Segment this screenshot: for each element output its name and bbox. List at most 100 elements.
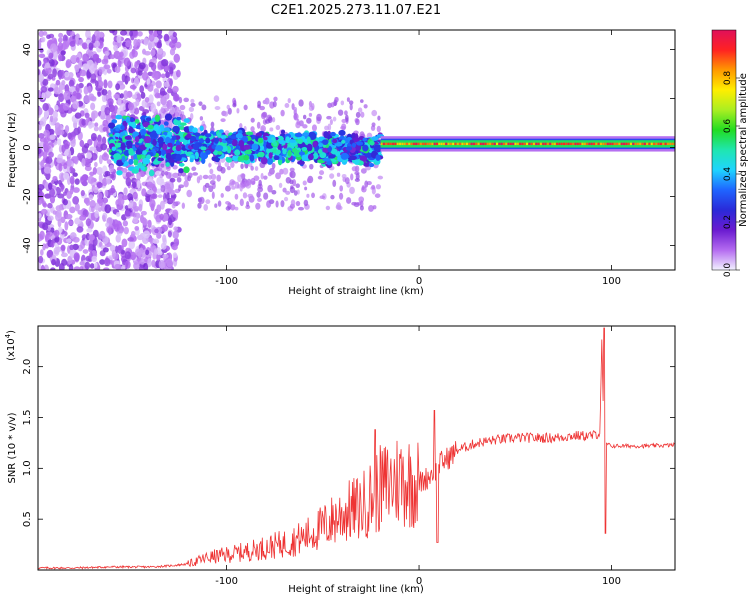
- spectrogram-cell: [164, 148, 171, 155]
- svg-text:(x104): (x104): [4, 330, 17, 361]
- spectrogram-cell: [295, 121, 301, 129]
- spectrogram-cell: [156, 34, 163, 40]
- spectrogram-cell: [42, 202, 48, 208]
- spectrogram-cell: [81, 42, 88, 49]
- spectrogram-cell: [83, 95, 91, 104]
- spectrogram-line-cell: [576, 142, 579, 146]
- spectrogram-cell: [107, 80, 113, 89]
- spectrogram-cell: [39, 47, 44, 53]
- spectrogram-cell: [167, 230, 172, 238]
- spectrogram-cell: [131, 181, 137, 189]
- spectrogram-cell: [134, 226, 140, 231]
- x-tick-label: -100: [215, 276, 238, 287]
- colorbar: 0.0 0.2 0.4 0.6 0.8 Normalized spectral ampl…: [711, 29, 749, 277]
- spectrogram-cell: [250, 117, 255, 123]
- spectrogram-cell: [123, 57, 131, 67]
- spectrogram-line-cell: [516, 142, 519, 146]
- spectrogram-cell: [55, 205, 63, 212]
- spectrogram-cell: [258, 179, 262, 187]
- spectrogram-cell: [239, 198, 244, 207]
- spectrogram-line-cell: [456, 142, 459, 146]
- spectrogram-line-cell: [569, 142, 572, 146]
- spectrogram-cell: [289, 179, 294, 185]
- spectrogram-cell: [90, 102, 96, 111]
- spectrogram-cell: [66, 190, 72, 199]
- spectrogram-cell: [208, 174, 212, 180]
- spectrogram-cell: [172, 209, 179, 218]
- spectrogram-cell: [190, 98, 195, 104]
- spectrogram-cell: [198, 101, 203, 106]
- spectrogram-cell: [68, 86, 76, 93]
- spectrogram-cell: [142, 71, 149, 81]
- spectrogram-cell: [75, 56, 80, 64]
- spectrogram-cell: [54, 122, 61, 132]
- spectrogram-cell: [119, 93, 124, 99]
- spectrogram-cell: [357, 107, 363, 113]
- spectrogram-cell: [94, 161, 98, 168]
- spectrogram-cell: [92, 53, 99, 62]
- spectrogram-cell: [238, 140, 245, 147]
- spectrogram-cell: [143, 230, 150, 239]
- spectrogram-cell: [199, 116, 204, 121]
- spectrogram-cell: [144, 142, 151, 148]
- spectrogram-cell: [280, 109, 285, 117]
- spectrogram-line-cell: [493, 142, 496, 146]
- spectrogram-cell: [48, 182, 53, 190]
- spectrogram-cell: [199, 125, 204, 132]
- spectrogram-cell: [256, 191, 261, 198]
- spectrogram-cell: [204, 133, 212, 138]
- spectrogram-line-cell: [521, 142, 524, 146]
- spectrogram-cell: [72, 172, 78, 177]
- spectrogram-cell: [78, 82, 84, 89]
- spectrogram-cell: [91, 255, 97, 263]
- spectrogram-cell: [58, 93, 65, 103]
- spectrogram-line-cell: [581, 142, 584, 146]
- x-tick-label: 0: [416, 276, 422, 287]
- spectrogram-cell: [189, 158, 194, 163]
- spectrogram-cell: [138, 62, 146, 70]
- spectrogram-cell: [58, 262, 65, 270]
- spectrogram-line-cell: [537, 142, 540, 146]
- spectrogram-cell: [368, 204, 374, 212]
- spectrogram-line-cell: [666, 142, 669, 146]
- y-tick-label: -40: [22, 237, 33, 253]
- spectrogram-cell: [275, 125, 281, 131]
- spectrogram-cell: [223, 111, 229, 117]
- spectrogram-cell: [359, 205, 364, 211]
- spectrogram-cell: [38, 40, 42, 50]
- spectrogram-cell: [118, 83, 126, 90]
- colorbar-tick-label: 0.6: [723, 119, 733, 134]
- spectrogram-line-cell: [389, 142, 392, 146]
- spectrogram-cell: [160, 184, 166, 193]
- spectrogram-line-cell: [454, 142, 457, 146]
- spectrogram-cell: [271, 189, 277, 195]
- spectrogram-cell: [91, 34, 96, 44]
- spectrogram-cell: [328, 154, 336, 159]
- spectrogram-line-cell: [544, 142, 547, 146]
- spectrogram-cell: [60, 216, 66, 224]
- spectrogram-cell: [170, 189, 176, 196]
- spectrogram-cell: [239, 123, 243, 129]
- spectrogram-cell: [183, 97, 190, 103]
- spectrogram-cell: [161, 143, 168, 151]
- spectrogram-cell: [282, 167, 289, 175]
- spectrogram-cell: [147, 258, 152, 268]
- spectrogram-line-cell: [646, 142, 649, 146]
- spectrogram-cell: [72, 90, 77, 96]
- y-tick-label: 1.5: [22, 410, 33, 426]
- spectrogram-line-cell: [650, 142, 653, 146]
- spectrogram-cell: [243, 144, 251, 150]
- spectrogram-cell: [257, 151, 265, 158]
- spectrogram-cell: [108, 164, 115, 173]
- spectrogram-cell: [116, 35, 122, 43]
- spectrogram-cell: [192, 143, 200, 151]
- spectrogram-cell: [138, 203, 143, 212]
- spectrogram-cell: [129, 117, 135, 123]
- spectrogram-line-cell: [452, 142, 455, 146]
- spectrogram-cell: [125, 140, 133, 148]
- spectrogram-cell: [226, 139, 233, 145]
- spectrogram-cell: [79, 139, 85, 148]
- spectrogram-cell: [173, 53, 181, 63]
- spectrogram-cell: [325, 205, 331, 211]
- spectrogram-cell: [184, 127, 190, 133]
